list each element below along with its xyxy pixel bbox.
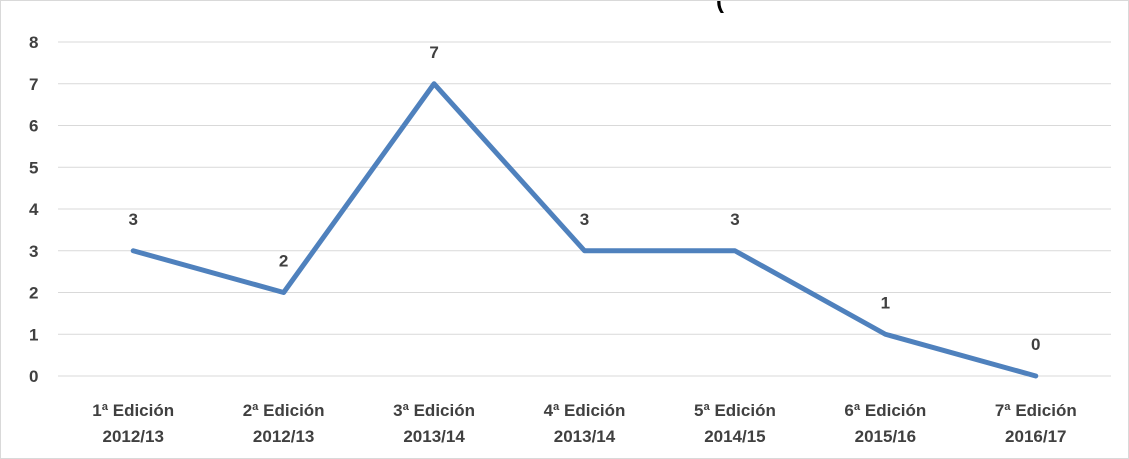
data-label-3: 7: [429, 43, 438, 62]
y-tick-label-1: 1: [29, 325, 38, 344]
y-tick-label-6: 6: [29, 117, 38, 136]
x-tick-label-1-line-2: 2012/13: [102, 427, 163, 446]
y-tick-label-5: 5: [29, 158, 38, 177]
data-label-4: 3: [580, 210, 589, 229]
y-tick-label-4: 4: [29, 200, 39, 219]
x-tick-label-7-line-1: 7ª Edición: [995, 401, 1077, 420]
data-label-2: 2: [279, 252, 288, 271]
x-tick-label-3-line-2: 2013/14: [403, 427, 465, 446]
y-tick-label-0: 0: [29, 367, 38, 386]
data-label-7: 0: [1031, 335, 1040, 354]
x-tick-label-3-line-1: 3ª Edición: [393, 401, 475, 420]
data-label-1: 3: [128, 210, 137, 229]
title-fragment-open-paren: (: [716, 0, 724, 14]
x-tick-label-4-line-2: 2013/14: [554, 427, 616, 446]
x-tick-label-6-line-2: 2015/16: [855, 427, 916, 446]
x-tick-label-5-line-2: 2014/15: [704, 427, 765, 446]
x-tick-label-2-line-2: 2012/13: [253, 427, 314, 446]
series-line-1: [130, 81, 1039, 379]
y-tick-label-7: 7: [29, 75, 38, 94]
x-tick-label-6-line-1: 6ª Edición: [844, 401, 926, 420]
x-tick-label-4-line-1: 4ª Edición: [544, 401, 626, 420]
x-tick-label-2-line-1: 2ª Edición: [243, 401, 325, 420]
y-tick-label-8: 8: [29, 33, 38, 52]
chart-title-partial: (: [561, 0, 1121, 17]
y-tick-label-2: 2: [29, 284, 38, 303]
data-label-5: 3: [730, 210, 739, 229]
x-tick-label-7-line-2: 2016/17: [1005, 427, 1066, 446]
x-tick-label-5-line-1: 5ª Edición: [694, 401, 776, 420]
y-tick-label-3: 3: [29, 242, 38, 261]
x-tick-label-1-line-1: 1ª Edición: [92, 401, 174, 420]
data-label-6: 1: [881, 293, 890, 312]
